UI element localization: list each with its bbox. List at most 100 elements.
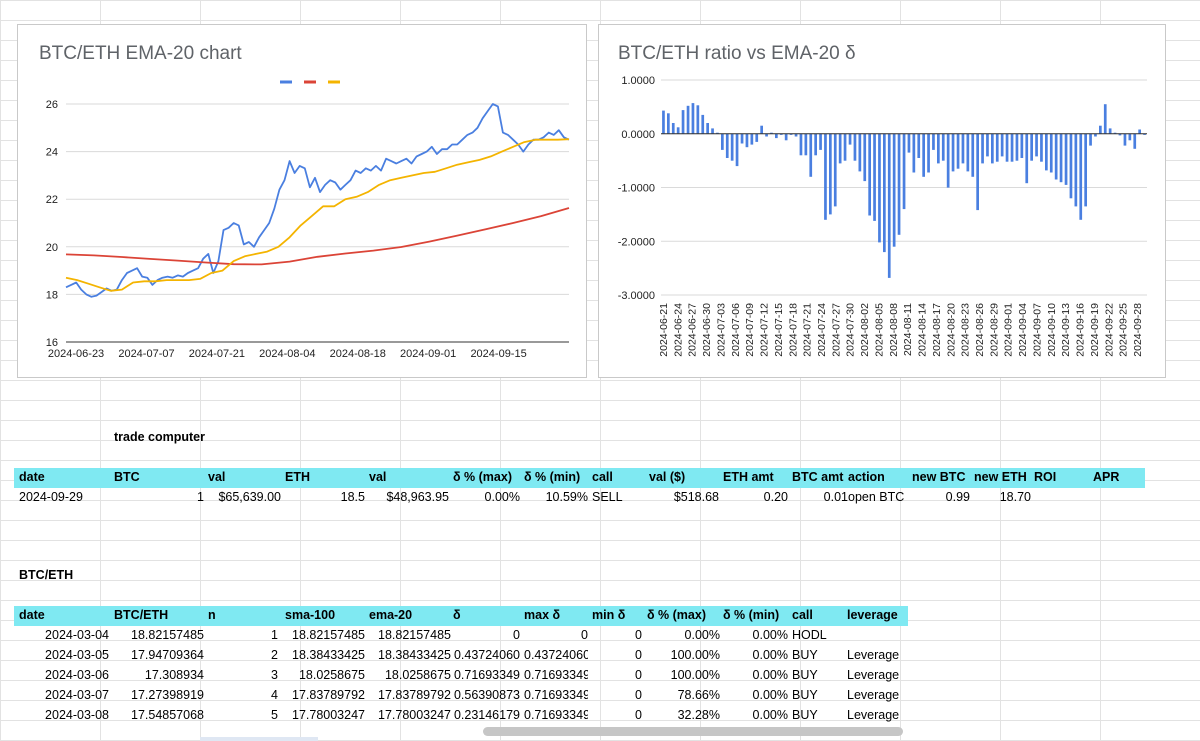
table-cell[interactable]: 0.71693349 <box>524 708 588 722</box>
table-cell[interactable]: 0 <box>513 628 520 642</box>
table-cell[interactable] <box>1034 488 1089 507</box>
column-header[interactable]: ema-20 <box>369 608 413 622</box>
table-cell[interactable]: 0 <box>635 648 642 662</box>
table-cell[interactable]: 17.308934 <box>144 668 204 682</box>
table-cell[interactable]: 0.00% <box>752 708 788 722</box>
table-cell[interactable]: 0 <box>635 708 642 722</box>
column-header[interactable]: sma-100 <box>285 608 336 622</box>
table-cell[interactable]: 17.27398919 <box>131 688 204 702</box>
table-cell[interactable]: 0.00% <box>752 688 788 702</box>
column-header[interactable]: APR <box>1093 470 1120 484</box>
ema-line-chart[interactable]: BTC/ETH EMA-20 chart 26 24 22 20 18 16 2024-06… <box>17 24 587 378</box>
table-cell[interactable]: Leverage <box>847 688 900 702</box>
column-header[interactable]: n <box>208 608 216 622</box>
table-cell[interactable]: 0.00% <box>752 628 788 642</box>
table-cell[interactable]: 4 <box>271 688 278 702</box>
table-cell[interactable]: 0 <box>635 628 642 642</box>
column-header[interactable]: new ETH <box>974 470 1027 484</box>
table-cell[interactable]: BUY <box>792 708 818 722</box>
table-cell[interactable]: 1 <box>197 490 204 504</box>
table-cell[interactable]: 0.00% <box>752 648 788 662</box>
table-cell[interactable]: 18.38433425 <box>292 648 365 662</box>
table-cell[interactable]: 18.82157485 <box>378 628 451 642</box>
column-header[interactable]: val <box>369 470 387 484</box>
column-header[interactable]: δ % (max) <box>647 608 706 622</box>
table-cell[interactable]: 10.59% <box>545 490 588 504</box>
table-cell[interactable]: 17.94709364 <box>131 648 204 662</box>
column-header[interactable]: date <box>19 608 45 622</box>
table-cell[interactable]: 0.01 <box>823 490 848 504</box>
table-cell[interactable]: 18.0258675 <box>298 668 365 682</box>
column-header[interactable]: δ % (max) <box>453 470 512 484</box>
column-header[interactable]: BTC/ETH <box>114 608 169 622</box>
table-cell[interactable]: 2024-03-06 <box>45 668 109 682</box>
column-header[interactable]: ETH <box>285 470 310 484</box>
column-header[interactable]: δ % (min) <box>723 608 780 622</box>
table-cell[interactable]: Leverage <box>847 648 900 662</box>
table-cell[interactable]: 0.00% <box>484 490 520 504</box>
table-cell[interactable]: 0.56390873 <box>453 688 520 702</box>
column-header[interactable]: max δ <box>524 608 561 622</box>
table-cell[interactable]: 78.66% <box>677 688 720 702</box>
table-cell[interactable]: 18.82157485 <box>131 628 204 642</box>
table-cell[interactable]: 18.0258675 <box>384 668 451 682</box>
table-cell[interactable]: 0.99 <box>945 490 970 504</box>
table-cell[interactable]: 0.71693349 <box>453 668 520 682</box>
table-cell[interactable]: $48,963.95 <box>386 490 449 504</box>
table-cell[interactable]: 0.71693349 <box>524 688 588 702</box>
table-cell[interactable]: BUY <box>792 648 818 662</box>
table-cell[interactable]: 100.00% <box>670 668 720 682</box>
table-cell[interactable]: 17.54857068 <box>131 708 204 722</box>
column-header[interactable]: call <box>792 608 813 622</box>
column-header[interactable]: δ % (min) <box>524 470 581 484</box>
table-cell[interactable]: 18.70 <box>999 490 1031 504</box>
table-cell[interactable]: 0.20 <box>763 490 788 504</box>
column-header[interactable]: leverage <box>847 608 898 622</box>
table-cell[interactable]: Leverage <box>847 668 900 682</box>
table-cell[interactable]: 2 <box>271 648 278 662</box>
table-cell[interactable]: $518.68 <box>673 490 719 504</box>
column-header[interactable]: val <box>208 470 226 484</box>
column-header[interactable]: BTC <box>114 470 140 484</box>
column-header[interactable]: δ <box>453 608 461 622</box>
table-cell[interactable]: 3 <box>271 668 278 682</box>
table-cell[interactable]: open BTC <box>848 490 905 504</box>
table-cell[interactable]: 18.38433425 <box>378 648 451 662</box>
horizontal-scrollbar[interactable] <box>483 727 903 736</box>
table-cell[interactable]: 5 <box>271 708 278 722</box>
table-cell[interactable]: 32.28% <box>677 708 720 722</box>
table-cell[interactable]: HODL <box>792 628 827 642</box>
table-cell[interactable]: 0.23146179 <box>453 708 520 722</box>
table-cell[interactable]: Leverage <box>847 708 900 722</box>
table-cell[interactable]: BUY <box>792 688 818 702</box>
column-header[interactable]: min δ <box>592 608 626 622</box>
table-cell[interactable]: BUY <box>792 668 818 682</box>
column-header[interactable]: ROI <box>1034 470 1057 484</box>
table-cell[interactable]: 0.00% <box>684 628 720 642</box>
table-cell[interactable]: 2024-03-05 <box>45 648 109 662</box>
table-cell[interactable]: 1 <box>271 628 278 642</box>
table-cell[interactable]: 18.5 <box>340 490 365 504</box>
table-cell[interactable]: 17.78003247 <box>292 708 365 722</box>
column-header[interactable]: BTC amt <box>792 470 844 484</box>
table-cell[interactable]: 18.82157485 <box>292 628 365 642</box>
table-cell[interactable]: 0 <box>635 688 642 702</box>
delta-bar-chart[interactable]: BTC/ETH ratio vs EMA-20 δ 1.0000 0.0000 -1… <box>598 24 1166 378</box>
table-cell[interactable] <box>847 626 907 645</box>
table-cell[interactable]: 2024-03-04 <box>45 628 109 642</box>
table-cell[interactable]: 2024-03-08 <box>45 708 109 722</box>
table-cell[interactable]: 17.83789792 <box>378 688 451 702</box>
table-cell[interactable]: 2024-09-29 <box>19 490 83 504</box>
table-cell[interactable]: 100.00% <box>670 648 720 662</box>
table-cell[interactable]: 2024-03-07 <box>45 688 109 702</box>
column-header[interactable]: call <box>592 470 613 484</box>
sheet-tab-strip[interactable] <box>200 737 318 741</box>
table-cell[interactable]: 0.71693349 <box>524 668 588 682</box>
table-cell[interactable]: 0.43724060 <box>453 648 520 662</box>
column-header[interactable]: action <box>848 470 885 484</box>
column-header[interactable]: new BTC <box>912 470 966 484</box>
table-cell[interactable] <box>1093 488 1143 507</box>
table-cell[interactable]: $65,639.00 <box>218 490 281 504</box>
table-cell[interactable]: 0 <box>635 668 642 682</box>
table-cell[interactable]: 0 <box>581 628 588 642</box>
